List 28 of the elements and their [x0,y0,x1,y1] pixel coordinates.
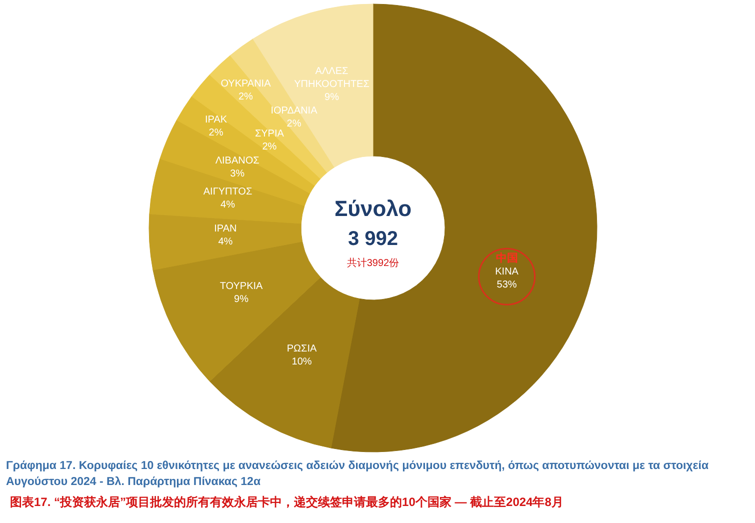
slice-label: ΙΟΡΔΑΝΙΑ [270,105,318,116]
slice-label: ΙΡΑΚ [205,114,228,126]
text: 中国 [496,252,518,265]
data-label: 2% [286,118,302,130]
data-label: 9% [234,294,249,306]
data-label: 10% [292,356,312,368]
slice-label: ΙΡΑΝ [214,223,237,234]
slice-label: ΡΩΣΙΑ [286,344,317,355]
slice-label: ΚΙΝΑ [495,266,519,278]
slice-label: ΟΥΚΡΑΝΙΑ [220,78,272,90]
data-label: 2% [238,91,254,102]
data-label: 2% [262,141,277,152]
data-label: 4% [220,199,236,210]
slice-label: ΛΙΒΑΝΟΣ [215,155,260,166]
text: 共计3992份 [346,257,400,269]
text: 图表17. “投资获永居”项目批发的所有有效永居卡中，递交续签申请最多的10个国家 — 截止至2024年8月 [10,494,564,511]
data-label: 3% [230,168,245,180]
text: Γράφημα 17. Κορυφαίες 10 εθνικότητες με ανανεώσεις αδειών διαμονής μόνιμου επενδυτή, όπως αποτυπώνονται με τα στοιχεία Αυγούστου 2024 - Βλ. Παράρτημα Πίνακας 12α [6,459,710,490]
slice-label: ΑΛΛΕΣ ΥΠΗΚΟΟΤΗΤΕΣ [294,66,370,90]
text: 3 992 [348,228,398,250]
data-label: 9% [324,92,340,104]
data-label: 4% [218,236,233,248]
slice-label: ΑΙΓΥΠΤΟΣ [203,186,252,198]
data-label: 53% [496,280,517,291]
slice-label: ΣΥΡΙΑ [254,128,284,140]
slice-label: ΤΟΥΡΚΙΑ [220,281,264,292]
data-label: 2% [208,127,224,138]
text: Σύνολο [334,196,412,221]
